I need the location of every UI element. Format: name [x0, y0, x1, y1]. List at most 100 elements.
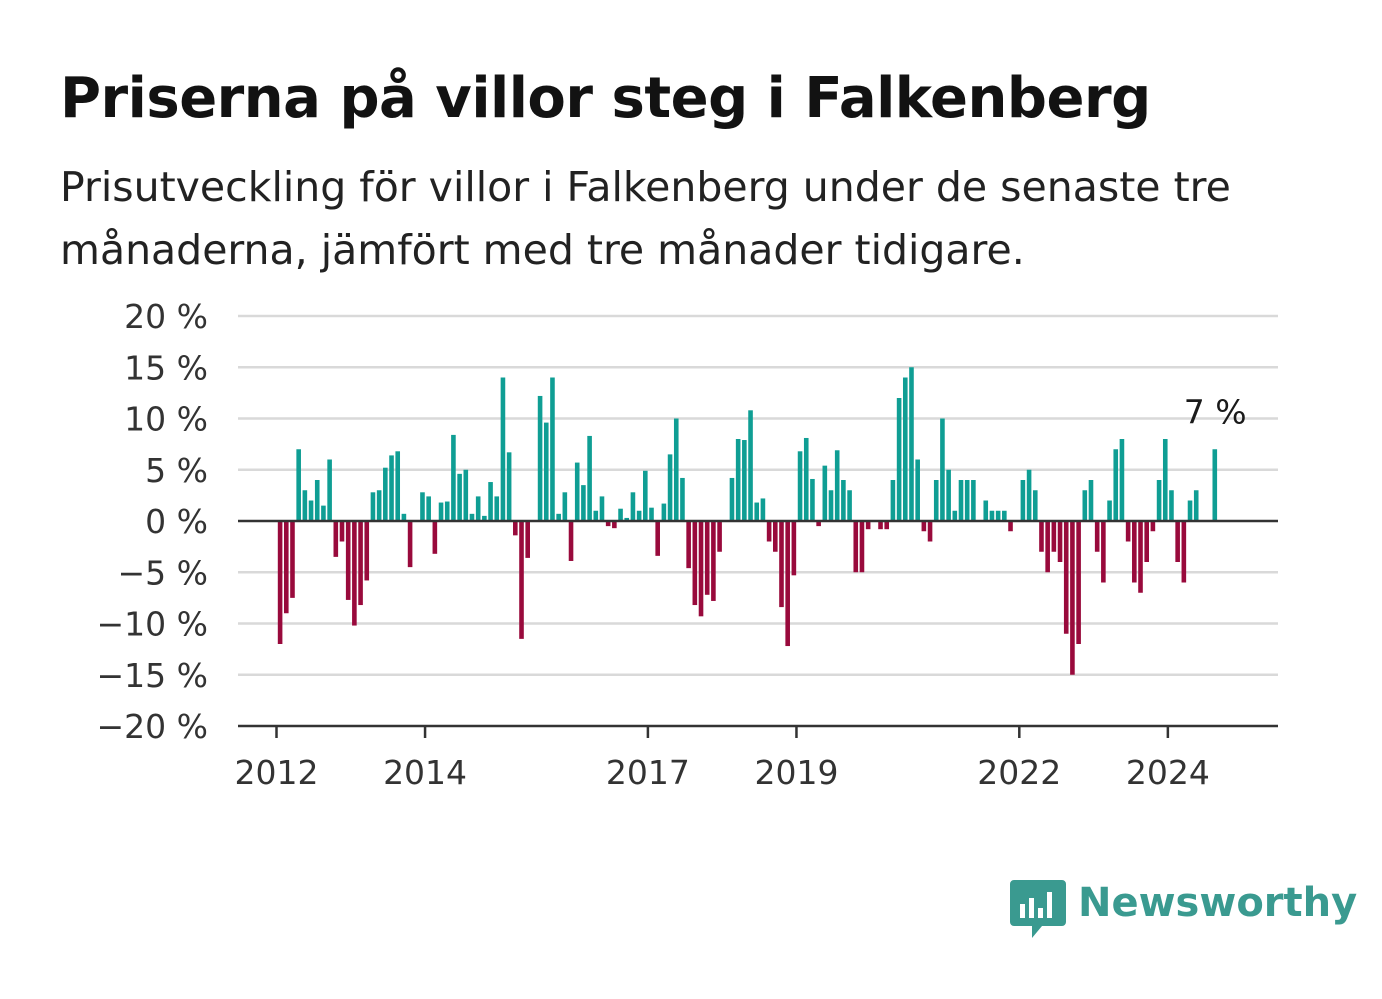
bar — [339, 521, 345, 542]
bar — [574, 462, 580, 521]
y-tick-label: 15 % — [124, 348, 208, 387]
bar — [1101, 521, 1106, 583]
bar — [643, 470, 648, 521]
bar — [500, 377, 506, 521]
x-tick-label: 2017 — [606, 753, 690, 792]
chart-subtitle: Prisutveckling för villor i Falkenberg u… — [60, 163, 1231, 274]
bar — [494, 496, 500, 521]
bar — [327, 459, 332, 521]
bar — [593, 510, 599, 521]
axes — [238, 519, 1278, 728]
bar — [1057, 521, 1063, 562]
bar — [878, 521, 883, 530]
bar — [1113, 449, 1119, 521]
bar — [1107, 500, 1112, 521]
bar — [1144, 521, 1149, 562]
bar — [296, 449, 301, 521]
bar — [612, 521, 617, 529]
x-tick-label: 2012 — [235, 753, 319, 792]
bar — [1212, 449, 1218, 521]
bar — [1070, 521, 1075, 675]
bar — [290, 521, 295, 598]
bar — [742, 440, 747, 521]
bar — [438, 502, 444, 521]
newsworthy-logo-icon — [1010, 880, 1066, 938]
bar — [958, 480, 964, 521]
bar — [314, 480, 320, 521]
bar — [915, 459, 920, 521]
bar — [457, 473, 462, 521]
x-axis-ticks: 2012 2014 2017 2019 2022 2024 — [235, 726, 1210, 792]
bar — [581, 485, 586, 521]
bar — [345, 521, 351, 600]
bar — [587, 435, 592, 521]
bar — [717, 521, 722, 552]
bar — [525, 521, 530, 558]
bar — [519, 521, 524, 639]
bar — [321, 505, 326, 521]
bar — [1088, 480, 1094, 521]
bar — [1032, 490, 1038, 521]
bar — [1039, 521, 1044, 552]
bar — [859, 521, 865, 573]
bar — [630, 492, 636, 521]
bar — [1002, 510, 1007, 521]
bar — [1045, 521, 1050, 573]
bar — [543, 422, 549, 521]
bar — [475, 496, 481, 521]
y-tick-label: 10 % — [124, 400, 208, 439]
bar — [686, 521, 691, 569]
bar — [667, 454, 673, 521]
bar — [704, 521, 710, 595]
bar — [1132, 521, 1137, 583]
y-tick-label: 5 % — [145, 451, 208, 490]
bar — [735, 439, 741, 521]
bar — [841, 480, 846, 521]
bar — [1193, 490, 1199, 521]
bar — [1051, 521, 1057, 552]
bar — [395, 451, 401, 521]
bar — [785, 521, 790, 647]
bar — [1119, 439, 1125, 521]
bar — [698, 521, 704, 617]
bar — [624, 517, 630, 521]
annotations: 7 % — [1184, 392, 1247, 431]
bar — [568, 521, 574, 561]
bar — [847, 490, 852, 521]
bar — [1063, 521, 1069, 634]
bar — [1169, 490, 1174, 521]
bar — [469, 513, 475, 521]
x-tick-label: 2019 — [754, 753, 838, 792]
bar — [853, 521, 859, 573]
x-tick-label: 2022 — [977, 753, 1061, 792]
bar — [649, 507, 654, 521]
bar — [865, 521, 871, 530]
bar — [946, 469, 951, 521]
bar — [283, 521, 289, 614]
bar — [1082, 490, 1088, 521]
newsworthy-logo: Newsworthy — [1010, 878, 1357, 940]
bar — [482, 515, 487, 521]
bar — [791, 521, 797, 576]
bar — [308, 500, 314, 521]
bar — [420, 492, 425, 521]
bar — [1076, 521, 1081, 644]
bar — [810, 478, 815, 521]
bar — [618, 508, 623, 521]
y-tick-label: −5 % — [118, 553, 209, 592]
y-axis-ticks: 20 % 15 % 10 % 5 % 0 % −5 % −10 % −15 % −20 % — [97, 297, 209, 746]
bar — [909, 367, 914, 521]
bar — [803, 437, 809, 521]
bar — [1125, 521, 1131, 542]
bar — [729, 477, 735, 521]
bar — [358, 521, 363, 606]
bar — [673, 418, 679, 521]
bar — [556, 513, 561, 521]
bar — [389, 455, 394, 521]
bars — [277, 367, 1218, 675]
bar — [550, 377, 555, 521]
bar — [661, 503, 667, 521]
bar — [921, 521, 927, 532]
bar — [952, 510, 958, 521]
